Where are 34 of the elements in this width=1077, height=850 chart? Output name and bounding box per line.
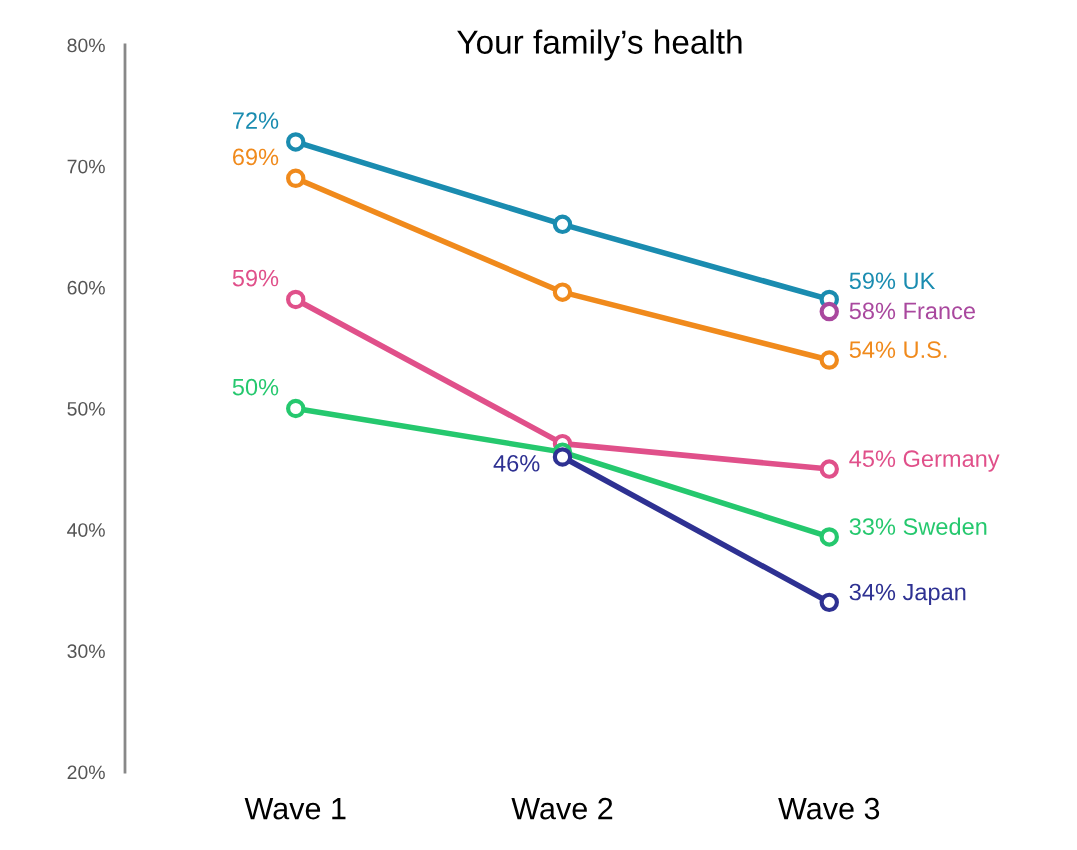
point [819, 301, 839, 322]
text: 45% Germany [849, 450, 1000, 472]
x-tick-label: Wave 3 [778, 797, 880, 820]
y-tick-label: 70% [67, 159, 105, 174]
data-label: 72% [233, 112, 279, 129]
annotation: 33% Sweden [849, 517, 987, 535]
point [552, 282, 573, 302]
y-tick-label: 80% [67, 38, 105, 53]
x-tick-label: Wave 2 [511, 797, 613, 820]
data-label: 46% [493, 454, 540, 472]
y-tick-label: 60% [67, 280, 105, 295]
point [286, 289, 306, 310]
point [819, 527, 839, 547]
text: 34% Japan [849, 583, 966, 606]
data-label: 50% [232, 378, 279, 396]
point [819, 350, 839, 370]
point [286, 132, 306, 152]
y-tick-label: 20% [67, 765, 105, 780]
data-label: 59% [232, 269, 279, 287]
text: 58% France [849, 302, 975, 320]
point [819, 459, 839, 479]
data-label: 69% [233, 148, 279, 166]
x-tick-label: Wave 1 [244, 798, 346, 820]
y-tick-label: 50% [67, 401, 105, 416]
point [552, 447, 573, 467]
point [286, 398, 306, 419]
point [286, 168, 306, 189]
y-tick-label: 30% [67, 644, 105, 659]
point [552, 214, 573, 235]
chart-title: Your family’s health [457, 29, 742, 61]
text: 59% UK [849, 272, 936, 290]
text: 54% U.S. [849, 341, 947, 359]
point [819, 592, 839, 613]
y-tick-label: 40% [67, 523, 105, 537]
